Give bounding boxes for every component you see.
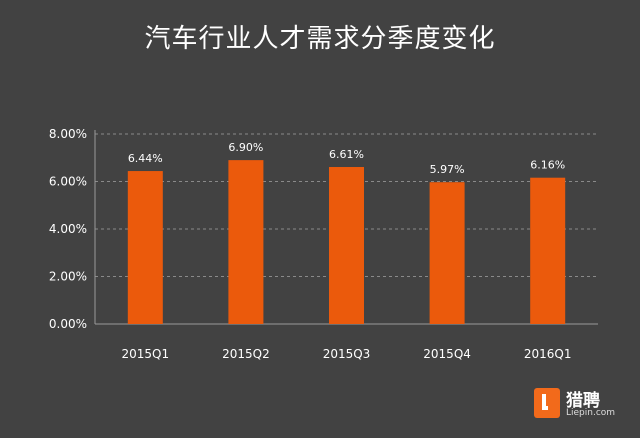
y-tick-label: 0.00%	[49, 317, 87, 331]
x-tick-label: 2016Q1	[524, 347, 572, 361]
x-tick-label: 2015Q4	[423, 347, 471, 361]
x-tick-label: 2015Q1	[121, 347, 169, 361]
y-tick-label: 6.00%	[49, 175, 87, 189]
logo-l-icon	[534, 388, 560, 418]
data-label: 6.61%	[329, 148, 364, 161]
bar	[329, 167, 364, 324]
bar	[127, 171, 163, 324]
x-tick-label: 2015Q2	[222, 347, 270, 361]
liepin-logo: 猎聘 Liepin.com	[534, 384, 626, 424]
bar	[228, 160, 264, 324]
x-tick-label: 2015Q3	[323, 347, 371, 361]
y-tick-label: 4.00%	[49, 222, 87, 236]
bar	[530, 177, 566, 324]
y-tick-label: 2.00%	[49, 270, 87, 284]
data-label: 6.16%	[530, 159, 565, 172]
logo-name: 猎聘	[566, 391, 600, 411]
data-label: 6.90%	[228, 141, 263, 154]
chart-title: 汽车行业人才需求分季度变化	[144, 24, 496, 54]
bar	[429, 182, 465, 324]
y-tick-label: 8.00%	[49, 127, 87, 141]
data-label: 5.97%	[430, 163, 465, 176]
logo-url: Liepin.com	[566, 408, 616, 418]
data-label: 6.44%	[128, 152, 163, 165]
